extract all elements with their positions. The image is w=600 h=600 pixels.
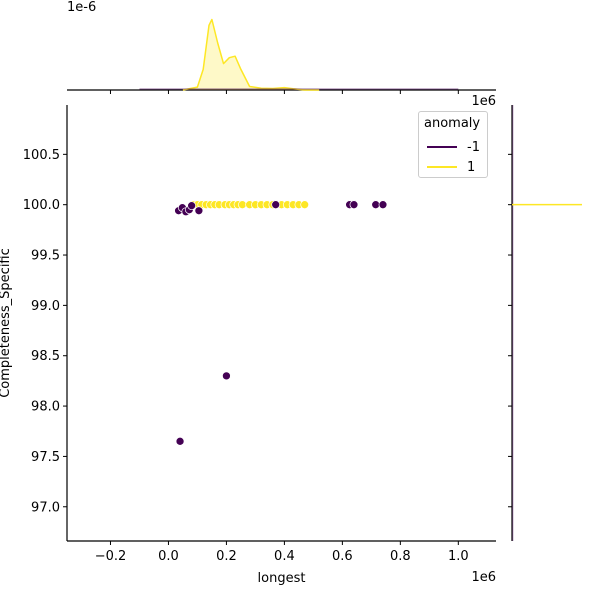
y-tick-label: 100.5 bbox=[23, 148, 60, 163]
x-axis-label: longest bbox=[258, 571, 306, 586]
top-kde-fill-normal bbox=[182, 19, 320, 90]
scatter-point-anomaly bbox=[271, 200, 281, 210]
y-tick-label: 98.0 bbox=[31, 400, 60, 415]
scatter-point-anomaly bbox=[194, 206, 204, 216]
y-tick-label: 98.5 bbox=[31, 349, 60, 364]
legend-swatch-1 bbox=[427, 166, 457, 168]
legend-item-1: 1 bbox=[427, 159, 475, 175]
top-marginal-offset-label: 1e-6 bbox=[67, 0, 96, 15]
scatter-point-anomaly bbox=[175, 436, 185, 446]
y-axis-label: Completeness_Specific bbox=[0, 248, 13, 398]
x-tick-label: 0.4 bbox=[274, 549, 295, 564]
x-tick-label: 0.2 bbox=[216, 549, 237, 564]
scatter-point-anomaly bbox=[349, 200, 359, 210]
y-tick-label: 97.0 bbox=[31, 500, 60, 515]
scatter-point-anomaly bbox=[371, 200, 381, 210]
y-tick-label: 99.0 bbox=[31, 299, 60, 314]
scatter-points bbox=[174, 200, 388, 446]
legend-label-minus-1: -1 bbox=[467, 139, 480, 155]
y-tick-label: 100.0 bbox=[23, 198, 60, 213]
legend-item-minus-1: -1 bbox=[427, 139, 480, 155]
scatter-point-anomaly bbox=[187, 201, 196, 211]
x-tick-label: 0.8 bbox=[390, 549, 411, 564]
top-marginal-kde: 1e-6 1e6 bbox=[67, 0, 496, 109]
axis-labels: longest 1e6 Completeness_Specific bbox=[0, 248, 496, 586]
x-tick-label: 1.0 bbox=[448, 549, 469, 564]
top-marginal-x-offset-label: 1e6 bbox=[471, 94, 496, 109]
right-marginal-kde bbox=[508, 105, 582, 541]
legend-swatch-minus-1 bbox=[427, 146, 457, 148]
scatter-point-anomaly bbox=[222, 371, 231, 381]
top-kde-line-normal bbox=[182, 18, 320, 91]
main-scatter-axes: −0.2 0.0 0.2 0.4 0.6 0.8 1.0 100.5 100.0 99.5 99.0… bbox=[23, 105, 496, 564]
y-tick-label: 99.5 bbox=[31, 249, 60, 264]
scatter-point-anomaly bbox=[378, 200, 388, 210]
legend-title: anomaly bbox=[424, 116, 481, 131]
scatter-point-normal bbox=[300, 200, 310, 210]
legend: anomaly -1 1 bbox=[418, 111, 488, 178]
y-tick-label: 97.5 bbox=[31, 450, 60, 465]
x-offset-label: 1e6 bbox=[471, 570, 496, 585]
x-tick-label: 0.6 bbox=[332, 549, 353, 564]
scatter-point-normal bbox=[238, 200, 247, 210]
x-tick-label: 0.0 bbox=[158, 549, 179, 564]
x-tick-label: −0.2 bbox=[95, 549, 127, 564]
legend-label-1: 1 bbox=[467, 159, 476, 175]
